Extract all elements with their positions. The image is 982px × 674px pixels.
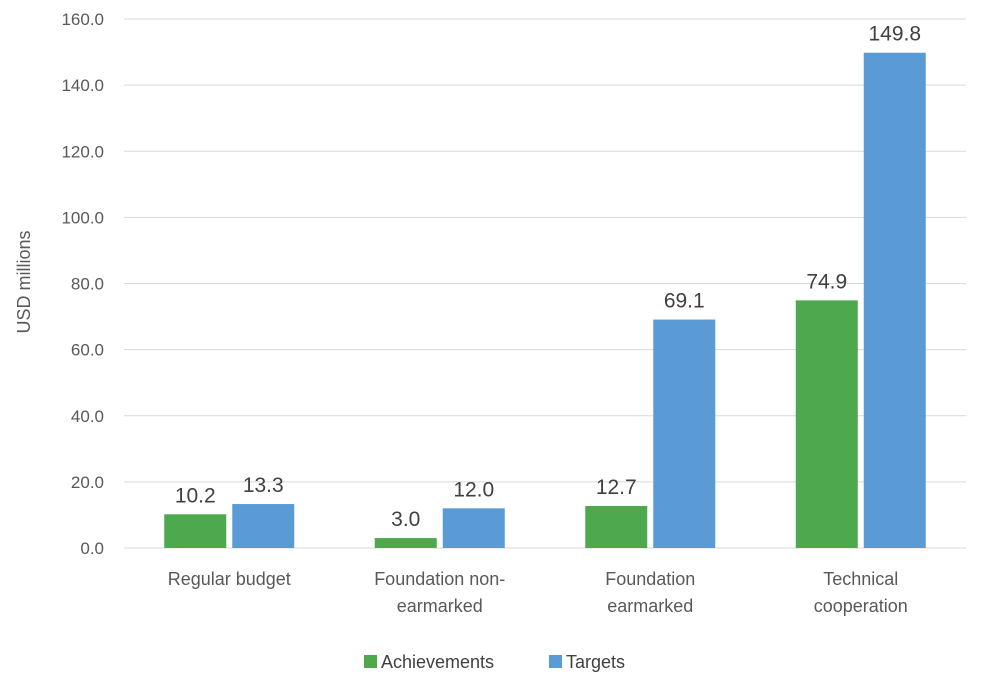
category-label: Foundation non-earmarked	[374, 569, 505, 616]
y-tick-label: 40.0	[71, 407, 104, 426]
bar-achievements	[585, 506, 648, 548]
bar-achievements	[795, 300, 858, 548]
data-label-targets: 13.3	[243, 474, 284, 497]
y-tick-label: 60.0	[71, 341, 104, 360]
y-tick-label: 160.0	[61, 10, 104, 29]
gridlines	[124, 18, 966, 549]
category-label: Foundation earmarked	[605, 569, 695, 616]
x-axis-category-labels: Regular budget Foundation non-earmarked Fo…	[168, 569, 908, 616]
bar-targets	[442, 508, 505, 548]
y-tick-label: 80.0	[71, 275, 104, 294]
data-label-achievements: 12.7	[596, 476, 637, 499]
bar-achievements	[164, 514, 227, 548]
y-tick-label: 140.0	[61, 76, 104, 95]
y-tick-label: 120.0	[61, 142, 104, 161]
data-label-achievements: 74.9	[806, 270, 847, 293]
bar-achievements	[374, 538, 437, 548]
data-label-targets: 69.1	[664, 290, 705, 313]
data-label-targets: 149.8	[868, 23, 921, 46]
legend: Achievements Targets	[364, 652, 625, 672]
y-axis-title: USD millions	[14, 230, 34, 333]
bar-targets	[863, 52, 926, 548]
y-tick-label: 20.0	[71, 473, 104, 492]
category-label: Technical cooperation	[814, 569, 908, 616]
bars	[164, 52, 926, 548]
y-axis-ticks: 0.0 20.0 40.0 60.0 80.0 100.0 120.0 140.0 160.0	[61, 10, 104, 558]
legend-label-achievements: Achievements	[381, 652, 494, 672]
bar-targets	[232, 504, 295, 548]
legend-swatch-achievements	[364, 655, 377, 668]
data-labels: 10.2 13.3 3.0 12.0 12.7 69.1 74.9 149.8	[175, 23, 921, 531]
legend-label-targets: Targets	[566, 652, 625, 672]
y-tick-label: 0.0	[80, 539, 104, 558]
bar-targets	[653, 319, 716, 548]
y-tick-label: 100.0	[61, 208, 104, 227]
data-label-targets: 12.0	[453, 478, 494, 501]
data-label-achievements: 3.0	[391, 508, 420, 531]
category-label: Regular budget	[168, 569, 291, 589]
legend-swatch-targets	[549, 655, 562, 668]
data-label-achievements: 10.2	[175, 484, 216, 507]
